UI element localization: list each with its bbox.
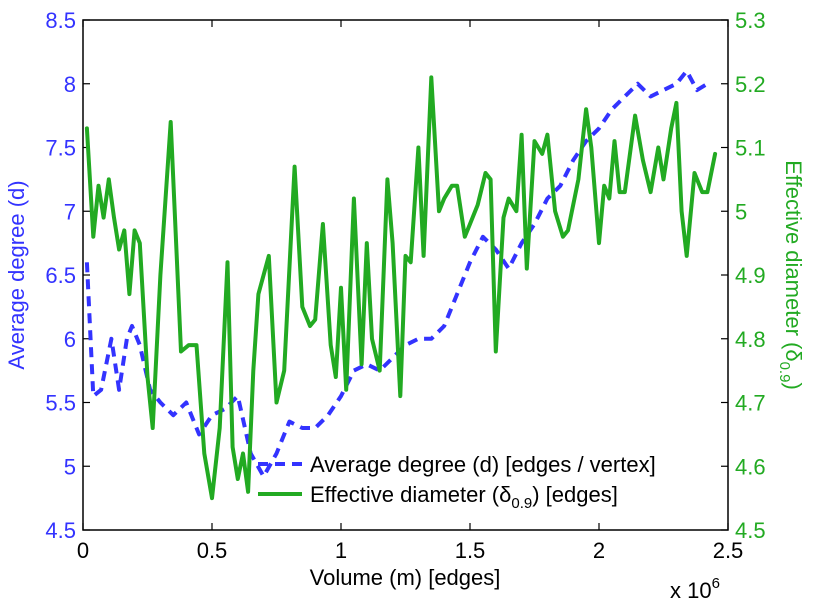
right-tick-label: 4.8 — [735, 327, 766, 352]
right-tick-label: 4.6 — [735, 454, 766, 479]
series-layer — [84, 69, 718, 501]
y-left-label: Average degree (d) — [4, 180, 29, 369]
x-tick-label: 0 — [77, 538, 89, 563]
left-tick-label: 5 — [64, 454, 76, 479]
left-tick-label: 7 — [64, 199, 76, 224]
x-multiplier-base: x 10 — [670, 578, 712, 600]
left-tick-label: 7.5 — [45, 136, 76, 161]
x-multiplier-exp: 6 — [712, 575, 720, 592]
series-line-average-degree — [84, 69, 709, 479]
right-axis-ticks: 4.5 4.6 4.7 4.8 4.9 5 5.1 5.2 5.3 — [721, 8, 766, 543]
left-tick-label: 6.5 — [45, 263, 76, 288]
x-tick-label: 2.5 — [713, 538, 744, 563]
left-tick-label: 4.5 — [45, 518, 76, 543]
right-tick-label: 5.1 — [735, 136, 766, 161]
left-axis-ticks: 4.5 5 5.5 6 6.5 7 7.5 8 8.5 — [45, 8, 90, 543]
left-tick-label: 8.5 — [45, 8, 76, 33]
x-axis-label: Volume (m) [edges] — [310, 565, 501, 590]
y-right-label-sub: 0.9 — [776, 362, 793, 383]
right-tick-label: 5.3 — [735, 8, 766, 33]
x-axis-ticks: 0 0.5 1 1.5 2 2.5 — [77, 20, 743, 563]
y-right-label-main: Effective diameter (δ — [781, 160, 806, 361]
right-tick-label: 4.9 — [735, 263, 766, 288]
x-tick-label: 1 — [335, 538, 347, 563]
legend: Average degree (d) [edges / vertex] Effe… — [258, 452, 656, 512]
right-tick-label: 4.7 — [735, 391, 766, 416]
right-tick-label: 5 — [735, 199, 747, 224]
legend-label-average-degree: Average degree (d) [edges / vertex] — [310, 452, 656, 477]
left-tick-label: 5.5 — [45, 391, 76, 416]
left-tick-label: 6 — [64, 327, 76, 352]
right-tick-label: 5.2 — [735, 72, 766, 97]
x-tick-label: 0.5 — [197, 538, 228, 563]
y-right-label: Effective diameter (δ0.9) — [776, 160, 806, 390]
y-right-label-tail: ) — [781, 382, 806, 389]
x-multiplier-label: x 106 — [670, 575, 720, 600]
x-tick-label: 2 — [593, 538, 605, 563]
right-tick-label: 4.5 — [735, 518, 766, 543]
left-tick-label: 8 — [64, 72, 76, 97]
series-line-effective-diameter — [84, 75, 718, 501]
x-tick-label: 1.5 — [455, 538, 486, 563]
